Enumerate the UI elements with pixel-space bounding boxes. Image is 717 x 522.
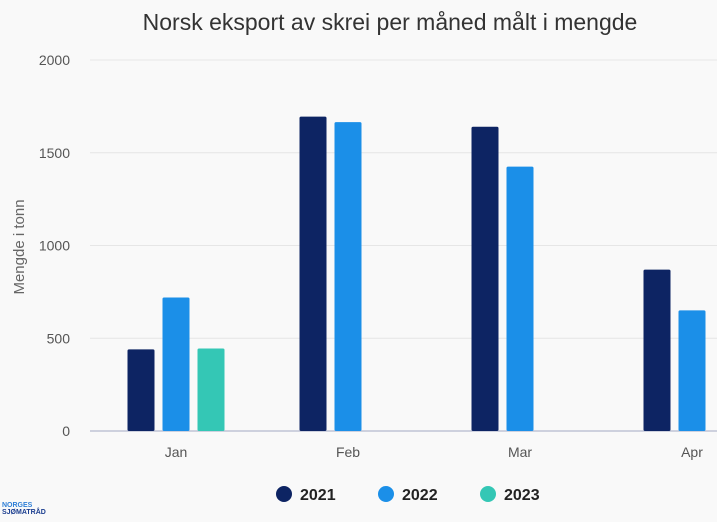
x-tick-label: Jan [165, 444, 188, 460]
legend-label-2021: 2021 [300, 487, 336, 504]
bar-2021-jan [127, 349, 155, 431]
y-tick-label: 1000 [39, 238, 70, 254]
legend: 2021 2022 2023 [276, 486, 540, 504]
logo-line-2: SJØMATRÅD [2, 509, 46, 516]
x-tick-label: Mar [508, 444, 532, 460]
bar-2023-jan [197, 348, 225, 431]
bar-2021-apr [643, 269, 671, 431]
y-tick-label: 500 [47, 330, 71, 346]
chart-title: Norsk eksport av skrei per måned målt i … [143, 9, 638, 35]
logo-line-1: NORGES [2, 502, 33, 509]
bar-2022-feb [334, 122, 362, 431]
legend-marker-2023 [480, 486, 496, 502]
y-ticks: 0 500 1000 1500 2000 [39, 52, 70, 439]
x-tick-label: Feb [336, 444, 360, 460]
bar-2021-mar [471, 126, 499, 431]
bar-2022-jan [162, 297, 190, 431]
x-tick-label: Apr [681, 444, 703, 460]
bar-2022-mar [506, 166, 534, 431]
bar-2022-apr [678, 310, 706, 431]
bar-2021-feb [299, 116, 327, 431]
legend-marker-2022 [378, 486, 394, 502]
y-tick-label: 2000 [39, 52, 70, 68]
x-ticks: Jan Feb Mar Apr [165, 444, 704, 460]
legend-label-2023: 2023 [504, 487, 540, 504]
legend-label-2022: 2022 [402, 487, 438, 504]
y-tick-label: 1500 [39, 145, 70, 161]
legend-marker-2021 [276, 486, 292, 502]
brand-logo: NORGES SJØMATRÅD [2, 502, 46, 516]
bars [127, 116, 706, 431]
gridlines [90, 59, 717, 432]
y-axis-label: Mengde i tonn [11, 199, 28, 294]
y-tick-label: 0 [62, 423, 70, 439]
